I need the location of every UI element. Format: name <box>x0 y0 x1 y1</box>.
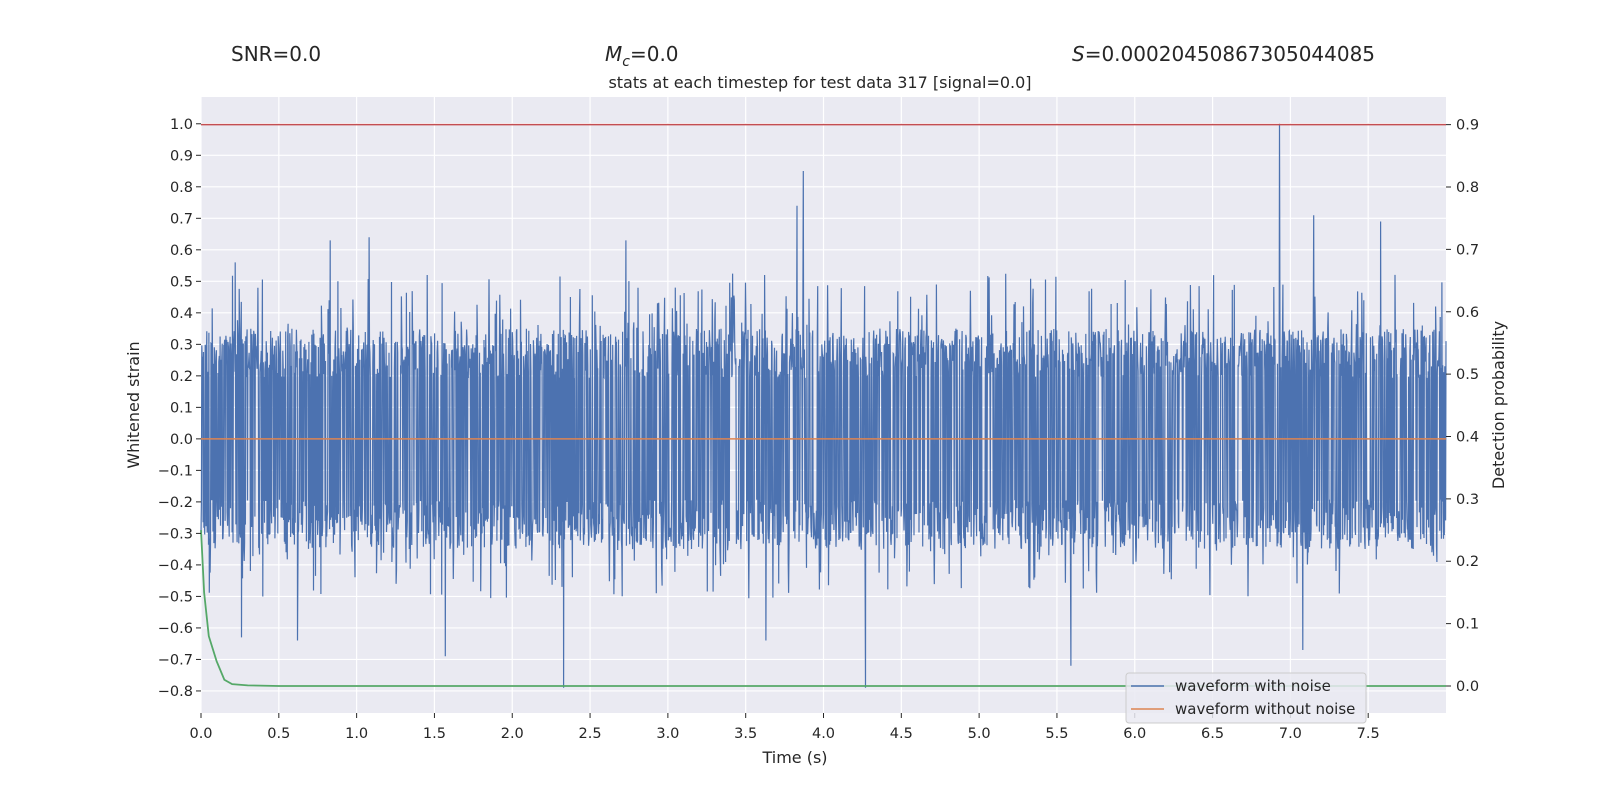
y2-tick-label: 0.9 <box>1456 118 1479 134</box>
s-stat-label: S=0.00020450867305044085 <box>1072 42 1375 66</box>
y-tick-label: 0.8 <box>170 180 193 196</box>
y-tick-label: 1.0 <box>170 117 193 133</box>
y2-axis-label: Detection probability <box>1489 321 1508 489</box>
x-tick-label: 0.5 <box>267 726 290 742</box>
detection-probability-line <box>200 530 1446 687</box>
y-tick-label: −0.8 <box>158 684 193 700</box>
axis-ticks: 0.0 0.5 1.0 1.5 2.0 2.5 3.0 3.5 4.0 4.5 5.0 5.5 6.0 6… <box>158 117 1479 742</box>
y-tick-label: −0.3 <box>158 526 193 542</box>
x-axis-label: Time (s) <box>761 748 827 767</box>
chirp-mass-label: Mc=0.0 <box>605 42 679 70</box>
s-stat-value: =0.00020450867305044085 <box>1085 42 1375 66</box>
x-tick-label: 5.0 <box>968 726 991 742</box>
x-tick-label: 5.5 <box>1045 726 1068 742</box>
y-tick-label: 0.5 <box>170 274 193 290</box>
y2-tick-label: 0.8 <box>1456 180 1479 196</box>
x-tick-label: 6.0 <box>1123 726 1146 742</box>
y2-tick-label: 0.5 <box>1456 367 1479 383</box>
y-tick-label: 0.1 <box>170 400 193 416</box>
series-waveform-with-noise <box>200 123 1447 688</box>
s-stat-symbol: S <box>1072 42 1085 66</box>
y-axis-label: Whitened strain <box>124 341 143 468</box>
x-tick-label: 4.5 <box>890 726 913 742</box>
y-tick-label: −0.4 <box>158 558 193 574</box>
y-tick-label: −0.5 <box>158 589 193 605</box>
chirp-mass-subscript: c <box>622 54 630 70</box>
y2-tick-label: 0.6 <box>1456 305 1479 321</box>
y-tick-label: −0.1 <box>158 463 193 479</box>
legend-noise-label: waveform with noise <box>1175 677 1331 695</box>
legend-box <box>1125 672 1367 724</box>
x-tick-label: 0.0 <box>189 726 212 742</box>
y-tick-label: −0.7 <box>158 652 193 668</box>
waveform-with-noise-line <box>200 123 1447 688</box>
y-tick-label: −0.2 <box>158 495 193 511</box>
y2-tick-label: 0.7 <box>1456 242 1479 258</box>
legend: waveform with noise waveform without noi… <box>1125 672 1367 724</box>
y2-tick-label: 0.0 <box>1456 679 1479 695</box>
y-tick-label: 0.4 <box>170 306 193 322</box>
series-lines <box>200 123 1446 687</box>
x-tick-label: 1.5 <box>423 726 446 742</box>
y-tick-label: 0.3 <box>170 337 193 353</box>
x-tick-label: 6.5 <box>1201 726 1224 742</box>
y-tick-label: 0.7 <box>170 211 193 227</box>
x-tick-label: 3.0 <box>656 726 679 742</box>
x-tick-label: 1.0 <box>345 726 368 742</box>
y2-tick-label: 0.1 <box>1456 617 1479 633</box>
x-tick-label: 7.0 <box>1279 726 1302 742</box>
chirp-mass-symbol: M <box>605 42 622 66</box>
y2-tick-label: 0.3 <box>1456 492 1479 508</box>
y2-tick-label: 0.2 <box>1456 554 1479 570</box>
y-tick-label: 0.2 <box>170 369 193 385</box>
y-tick-label: −0.6 <box>158 621 193 637</box>
x-tick-label: 3.5 <box>734 726 757 742</box>
x-tick-label: 7.5 <box>1357 726 1380 742</box>
x-tick-label: 4.0 <box>812 726 835 742</box>
x-tick-label: 2.0 <box>501 726 524 742</box>
chirp-mass-value: =0.0 <box>630 42 679 66</box>
legend-clean-label: waveform without noise <box>1175 700 1355 718</box>
chart-title: stats at each timestep for test data 317… <box>608 73 1031 92</box>
y-tick-label: 0.0 <box>170 432 193 448</box>
y-tick-label: 0.9 <box>170 148 193 164</box>
y-tick-label: 0.6 <box>170 243 193 259</box>
snr-label: SNR=0.0 <box>231 42 321 66</box>
x-tick-label: 2.5 <box>579 726 602 742</box>
y2-tick-label: 0.4 <box>1456 429 1479 445</box>
